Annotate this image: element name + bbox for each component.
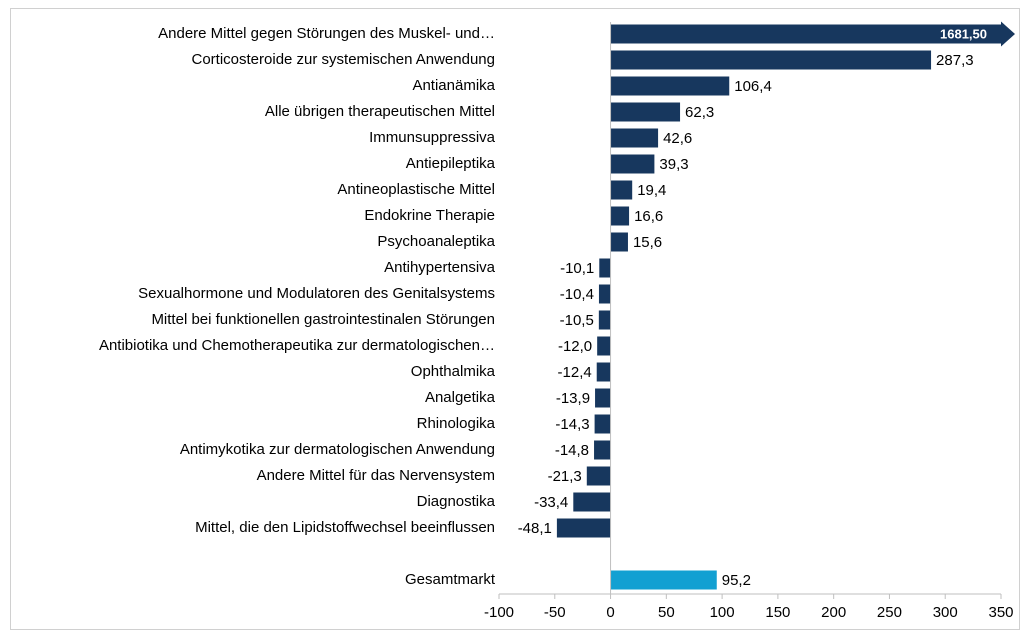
y-tick-label: Ophthalmika bbox=[411, 363, 496, 380]
bar bbox=[573, 492, 611, 512]
value-label: 1681,50 bbox=[940, 26, 987, 41]
value-label: -48,1 bbox=[518, 520, 552, 537]
y-tick-label: Antimykotika zur dermatologischen Anwend… bbox=[180, 441, 495, 458]
value-label: 16,6 bbox=[634, 208, 663, 225]
y-tick-label: Andere Mittel für das Nervensystem bbox=[257, 467, 495, 484]
y-tick-label: Mittel bei funktionellen gastrointestina… bbox=[151, 311, 495, 328]
value-label: 62,3 bbox=[685, 104, 714, 121]
x-tick-label: 50 bbox=[658, 604, 675, 621]
bar bbox=[594, 440, 611, 460]
y-tick-label: Antiepileptika bbox=[406, 155, 496, 172]
x-tick-label: 350 bbox=[988, 604, 1013, 621]
bar bbox=[586, 466, 611, 486]
bar bbox=[610, 102, 681, 122]
bar bbox=[597, 336, 611, 356]
x-tick-label: 0 bbox=[606, 604, 614, 621]
bar bbox=[610, 180, 633, 200]
x-tick-label: -100 bbox=[484, 604, 514, 621]
y-tick-label: Mittel, die den Lipidstoffwechsel beeinf… bbox=[195, 519, 495, 536]
bar bbox=[610, 24, 1001, 44]
value-label: -21,3 bbox=[548, 468, 582, 485]
y-tick-label: Corticosteroide zur systemischen Anwendu… bbox=[192, 51, 496, 68]
bar bbox=[610, 232, 628, 252]
y-tick-label: Psychoanaleptika bbox=[377, 233, 495, 250]
value-label: -10,5 bbox=[560, 312, 594, 329]
y-tick-label: Immunsuppressiva bbox=[369, 129, 496, 146]
value-label: 42,6 bbox=[663, 130, 692, 147]
value-label: -13,9 bbox=[556, 390, 590, 407]
y-tick-label: Rhinologika bbox=[417, 415, 496, 432]
y-tick-label: Antibiotika und Chemotherapeutika zur de… bbox=[99, 337, 495, 354]
value-label: -12,0 bbox=[558, 338, 592, 355]
bar bbox=[556, 518, 611, 538]
value-label: -10,1 bbox=[560, 260, 594, 277]
y-tick-label: Diagnostika bbox=[417, 493, 496, 510]
x-tick-label: 100 bbox=[710, 604, 735, 621]
value-label: 287,3 bbox=[936, 52, 974, 69]
y-tick-label: Andere Mittel gegen Störungen des Muskel… bbox=[158, 25, 495, 42]
bar bbox=[610, 206, 630, 226]
bar bbox=[596, 362, 611, 382]
value-label: 15,6 bbox=[633, 234, 662, 251]
x-tick-label: 150 bbox=[765, 604, 790, 621]
value-label: 19,4 bbox=[637, 182, 666, 199]
value-label: -33,4 bbox=[534, 494, 568, 511]
y-tick-label: Antihypertensiva bbox=[384, 259, 496, 276]
bar bbox=[599, 258, 611, 278]
bar bbox=[598, 284, 611, 304]
y-tick-label: Analgetika bbox=[425, 389, 496, 406]
y-tick-label: Sexualhormone und Modulatoren des Genita… bbox=[138, 285, 495, 302]
bar bbox=[594, 414, 611, 434]
bar bbox=[610, 76, 730, 96]
value-label: -10,4 bbox=[560, 286, 594, 303]
bar bbox=[610, 50, 932, 70]
value-label: -12,4 bbox=[558, 364, 592, 381]
value-label: -14,8 bbox=[555, 442, 589, 459]
bar bbox=[610, 154, 655, 174]
bar bbox=[595, 388, 611, 408]
x-tick-label: 300 bbox=[933, 604, 958, 621]
chart-border bbox=[10, 8, 1020, 630]
value-label: 95,2 bbox=[722, 572, 751, 589]
y-tick-label: Alle übrigen therapeutischen Mittel bbox=[265, 103, 495, 120]
bar bbox=[598, 310, 611, 330]
bar bbox=[610, 128, 659, 148]
y-tick-label: Endokrine Therapie bbox=[364, 207, 495, 224]
x-tick-label: 250 bbox=[877, 604, 902, 621]
y-tick-label: Antineoplastische Mittel bbox=[337, 181, 495, 198]
x-tick-label: 200 bbox=[821, 604, 846, 621]
y-tick-label: Antianämika bbox=[412, 77, 495, 94]
overflow-arrow bbox=[1001, 21, 1015, 47]
bar bbox=[610, 570, 717, 590]
value-label: -14,3 bbox=[555, 416, 589, 433]
value-label: 39,3 bbox=[659, 156, 688, 173]
x-tick-label: -50 bbox=[544, 604, 566, 621]
value-label: 106,4 bbox=[734, 78, 772, 95]
y-tick-label: Gesamtmarkt bbox=[405, 571, 496, 588]
